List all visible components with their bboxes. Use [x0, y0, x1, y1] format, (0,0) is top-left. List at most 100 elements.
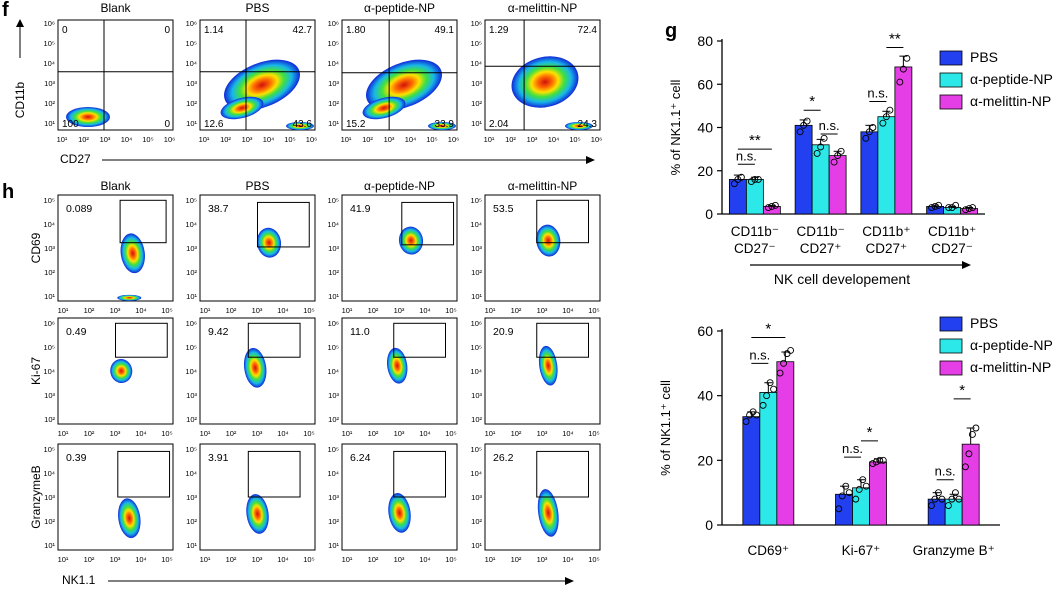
data-point — [759, 401, 767, 409]
x-tick-label: 10⁵ — [303, 306, 314, 315]
x-tick-label: 10³ — [537, 429, 548, 438]
density-blob — [362, 96, 406, 120]
density-blob — [66, 107, 110, 127]
arrow-head — [16, 19, 24, 27]
x-tick-label: 10¹ — [485, 555, 496, 564]
quadrant-value-tl: 1.14 — [204, 25, 224, 36]
gate-box — [536, 450, 589, 498]
x-tick-label: 10⁵ — [426, 135, 437, 144]
gate-percentage: 11.0 — [350, 326, 370, 338]
y-tick-label: 10⁵ — [328, 343, 339, 352]
y-tick-label: 10⁵ — [186, 445, 197, 454]
y-tick-label: 10² — [471, 415, 482, 424]
data-point — [768, 202, 776, 210]
flow-f-x-axis-label: CD27 — [60, 152, 91, 166]
x-tick-label: 10¹ — [57, 135, 68, 144]
data-point — [951, 489, 959, 497]
gate-box — [247, 322, 301, 358]
bar — [860, 131, 879, 215]
quadrant-value-br: 0 — [164, 119, 170, 130]
quadrant-value-br: 33.9 — [435, 119, 455, 130]
x-tick-label: 10⁵ — [445, 306, 456, 315]
data-point — [834, 152, 842, 160]
gate-percentage: 0.39 — [66, 452, 87, 464]
x-tick-label: 10⁴ — [562, 429, 574, 438]
x-tick-label: 10³ — [394, 555, 405, 564]
x-tick-label: 10³ — [110, 429, 121, 438]
density-blob — [386, 347, 408, 384]
data-point — [803, 117, 811, 125]
category-label: CD11b⁻ — [797, 224, 845, 239]
y-tick-label: 10⁴ — [470, 367, 482, 376]
x-tick-label: 10² — [84, 306, 95, 315]
arrow-head — [565, 577, 574, 585]
y-tick-label: 40 — [697, 388, 713, 404]
y-tick-label: 10¹ — [186, 541, 197, 550]
y-tick-label: 10¹ — [471, 119, 482, 128]
y-tick-label: 10² — [471, 99, 482, 108]
quadrant-value-bl: 100 — [62, 119, 79, 130]
legend-label: PBS — [970, 49, 998, 65]
category-label: CD11b⁺ — [928, 224, 976, 239]
y-tick-label: 10² — [471, 517, 482, 526]
x-tick-label: 10¹ — [199, 135, 210, 144]
bar — [869, 461, 887, 526]
density-blob — [388, 493, 411, 533]
y-tick-label: 10⁵ — [44, 445, 55, 454]
y-tick-label: 10¹ — [471, 292, 482, 301]
quadrant-value-bl: 12.6 — [204, 119, 224, 130]
quadrant-value-bl: 15.2 — [346, 119, 366, 130]
y-axis-label: % of NK1.1⁺ cell — [668, 80, 683, 176]
flow-h-x-axis-label: NK1.1 — [62, 573, 96, 587]
y-tick-label: 10⁵ — [471, 445, 482, 454]
x-tick-label: 10³ — [384, 135, 395, 144]
x-tick-label: 10⁴ — [135, 555, 147, 564]
x-tick-label: 10⁵ — [445, 429, 456, 438]
x-tick-label: 10² — [368, 306, 379, 315]
significance-label: * — [867, 424, 873, 441]
y-tick-label: 60 — [697, 76, 713, 92]
data-point — [896, 78, 904, 86]
x-tick-label: 10⁶ — [306, 135, 317, 144]
x-tick-label: 10¹ — [485, 306, 496, 315]
data-point — [838, 492, 846, 500]
x-tick-label: 10¹ — [58, 555, 69, 564]
data-point — [855, 485, 863, 493]
x-tick-label: 10² — [226, 306, 237, 315]
category-label: CD27⁻ — [931, 241, 973, 256]
y-tick-label: 10¹ — [44, 119, 55, 128]
x-tick-label: 10¹ — [200, 429, 211, 438]
y-tick-label: 10⁴ — [327, 220, 339, 229]
data-point — [852, 495, 860, 503]
x-tick-label: 10³ — [100, 135, 111, 144]
data-point — [796, 128, 804, 136]
significance-label: * — [809, 93, 815, 110]
data-point — [931, 202, 939, 210]
legend-swatch — [939, 360, 963, 376]
data-point — [780, 359, 788, 367]
data-point — [934, 489, 942, 497]
flow-plot-frame — [57, 317, 174, 425]
y-tick-label: 60 — [697, 323, 713, 339]
flow-plot-frame — [199, 19, 316, 131]
gate-percentage: 20.9 — [493, 326, 514, 338]
legend-label: α-melittin-NP — [970, 359, 1051, 375]
flow-h-group-title: α-peptide-NP — [364, 179, 435, 193]
category-label: Granzyme B⁺ — [913, 543, 995, 558]
x-tick-label: 10² — [84, 555, 95, 564]
y-tick-label: 10⁶ — [328, 19, 339, 28]
y-tick-label: 10³ — [471, 391, 482, 400]
density-blob — [110, 359, 133, 383]
data-point — [766, 379, 774, 387]
x-tick-label: 10⁴ — [277, 429, 289, 438]
y-tick-label: 10² — [44, 268, 55, 277]
x-tick-label: 10¹ — [485, 429, 496, 438]
flow-h-group-title: PBS — [245, 179, 269, 193]
x-tick-label: 10⁴ — [135, 429, 147, 438]
category-label: CD27⁺ — [866, 241, 908, 256]
x-tick-label: 10⁴ — [562, 555, 574, 564]
significance-label: ** — [889, 30, 901, 47]
data-point — [927, 502, 935, 510]
data-point — [737, 173, 745, 181]
